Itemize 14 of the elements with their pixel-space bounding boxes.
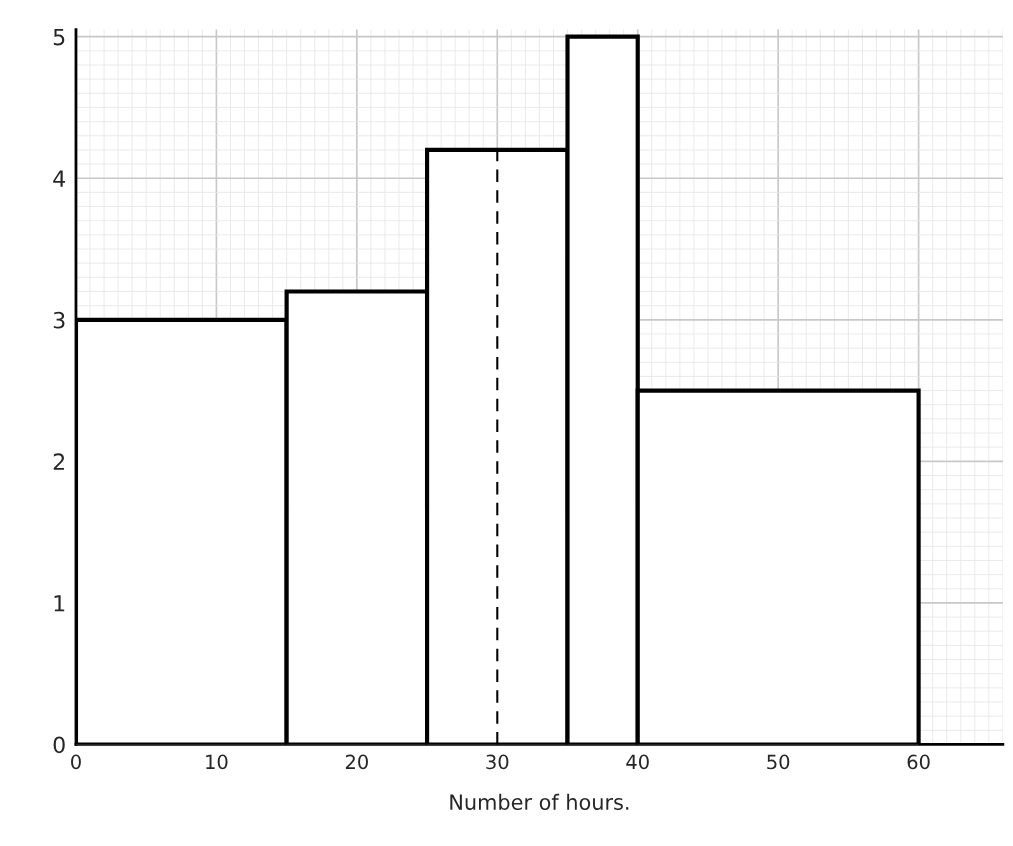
y-tick-label: 1 [54, 595, 65, 612]
y-tick-label: 4 [53, 170, 66, 187]
x-tick-label: 30 [486, 754, 509, 770]
y-tick-label: 2 [53, 453, 65, 470]
y-tick-label: 3 [53, 311, 65, 329]
y-tick-label: 0 [53, 736, 65, 754]
x-axis-title: Number of hours. [450, 793, 629, 810]
x-tick-label: 60 [907, 754, 930, 770]
x-tick-label: 10 [206, 754, 228, 770]
x-tick-label: 40 [626, 754, 649, 770]
x-tick-label: 20 [345, 754, 368, 770]
x-tick-label: 50 [767, 754, 790, 770]
y-tick-label: 5 [53, 28, 65, 46]
x-tick-label: 0 [71, 754, 81, 770]
